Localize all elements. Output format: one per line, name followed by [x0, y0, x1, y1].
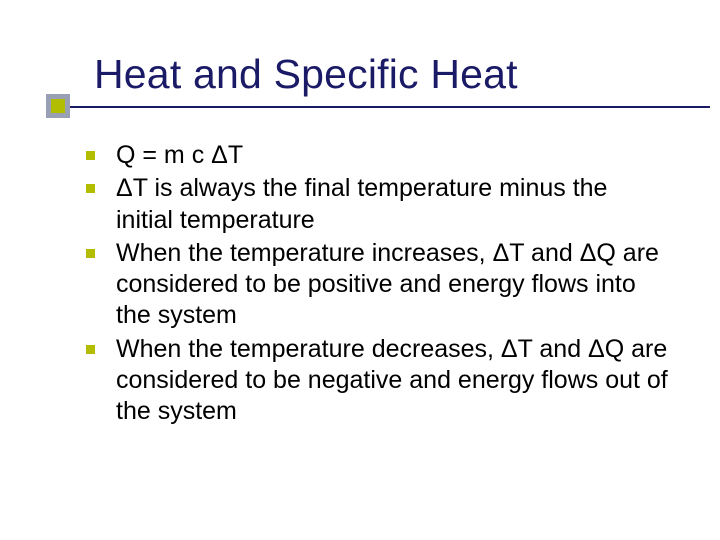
bullet-text: When the temperature increases, ΔT and Δ…	[116, 239, 659, 330]
list-item: ΔT is always the final temperature minus…	[86, 173, 670, 236]
body-region: Q = m c ΔT ΔT is always the final temper…	[86, 140, 670, 429]
square-bullet-icon	[86, 345, 95, 354]
list-item: Q = m c ΔT	[86, 140, 670, 171]
bullet-text: ΔT is always the final temperature minus…	[116, 174, 607, 233]
title-accent-icon	[46, 94, 70, 118]
square-bullet-icon	[86, 184, 95, 193]
square-bullet-icon	[86, 151, 95, 160]
square-bullet-icon	[86, 249, 95, 258]
list-item: When the temperature increases, ΔT and Δ…	[86, 238, 670, 332]
slide: Heat and Specific Heat Q = m c ΔT ΔT is …	[0, 0, 720, 540]
list-item: When the temperature decreases, ΔT and Δ…	[86, 334, 670, 428]
slide-title: Heat and Specific Heat	[94, 52, 518, 97]
bullet-text: When the temperature decreases, ΔT and Δ…	[116, 335, 668, 426]
bullet-text: Q = m c ΔT	[116, 141, 243, 169]
title-underline	[70, 106, 710, 108]
